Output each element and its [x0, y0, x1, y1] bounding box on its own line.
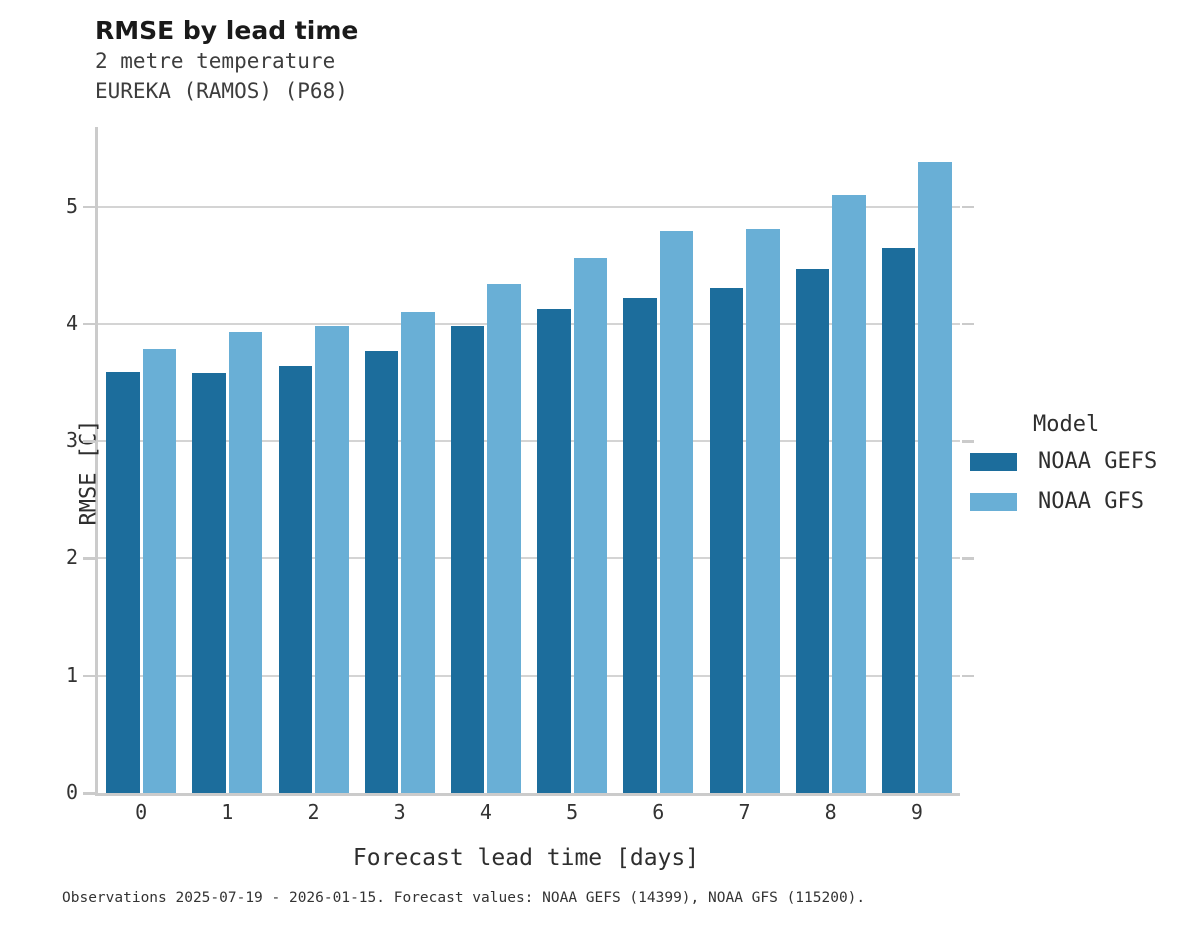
y-tick-label-3: 3: [65, 428, 78, 453]
y-tick-right-2: [962, 557, 974, 560]
gfs-swatch-icon: [970, 492, 1017, 511]
x-tick-label-3: 3: [393, 800, 406, 824]
y-tick-label-1: 1: [65, 662, 78, 687]
x-tick-label-2: 2: [307, 800, 320, 824]
y-tick-label-0: 0: [65, 780, 78, 804]
chart-title: RMSE by lead time: [95, 16, 359, 45]
y-tick-label-2: 2: [65, 545, 78, 570]
bar-noaa-gfs-lead-0: [142, 348, 177, 793]
legend-title: Model: [1033, 412, 1100, 437]
bar-noaa-gfs-lead-6: [659, 231, 694, 793]
y-tick-right-1: [962, 674, 974, 678]
legend-entry-gefs: NOAA GEFS: [970, 449, 1195, 474]
bar-noaa-gfs-lead-9: [918, 162, 952, 793]
x-tick-label-5: 5: [566, 800, 579, 824]
y-tick-5: [83, 205, 95, 209]
x-tick-label-9: 9: [910, 800, 923, 824]
bar-noaa-gefs-lead-0: [106, 372, 140, 793]
gridline-y3: [98, 440, 960, 443]
gridline-y1: [98, 674, 960, 677]
y-tick-2: [83, 557, 95, 560]
bar-noaa-gfs-lead-5: [573, 258, 608, 793]
bar-noaa-gfs-lead-1: [228, 332, 263, 793]
legend-label-gefs: NOAA GEFS: [1038, 449, 1158, 474]
bar-noaa-gefs-lead-8: [795, 268, 830, 793]
x-tick-label-7: 7: [738, 800, 751, 824]
y-axis-label: RMSE [C]: [76, 419, 102, 526]
legend-entry-gfs: NOAA GFS: [970, 489, 1195, 514]
bar-noaa-gfs-lead-8: [832, 195, 866, 793]
bar-noaa-gfs-lead-3: [401, 312, 435, 793]
y-tick-3: [83, 440, 95, 443]
y-tick-label-4: 4: [65, 310, 78, 335]
y-tick-4: [83, 322, 95, 326]
gridline-y2: [98, 557, 960, 560]
x-tick-label-4: 4: [479, 800, 492, 824]
legend-label-gfs: NOAA GFS: [1038, 489, 1144, 514]
gridline-y5: [98, 205, 960, 208]
bar-noaa-gefs-lead-9: [881, 247, 916, 793]
gefs-swatch-icon: [970, 452, 1017, 471]
caption: Observations 2025-07-19 - 2026-01-15. Fo…: [62, 890, 866, 906]
gridline-y4: [98, 322, 960, 325]
bar-noaa-gefs-lead-2: [278, 366, 312, 793]
x-tick-label-1: 1: [221, 800, 234, 824]
bar-noaa-gfs-lead-4: [487, 284, 521, 793]
y-tick-label-5: 5: [65, 193, 78, 218]
bar-noaa-gefs-lead-3: [364, 350, 399, 793]
bar-noaa-gefs-lead-7: [709, 287, 743, 793]
x-tick-label-8: 8: [824, 800, 837, 824]
bar-noaa-gefs-lead-5: [537, 308, 571, 793]
y-tick-right-5: [962, 205, 974, 209]
bar-noaa-gfs-lead-7: [746, 229, 780, 793]
y-tick-0: [83, 792, 95, 795]
x-tick-label-0: 0: [135, 800, 148, 824]
chart-header: RMSE by lead time 2 metre temperature EU…: [95, 16, 358, 106]
chart-subtitle-variable: 2 metre temperature: [95, 49, 336, 73]
y-tick-right-4: [962, 322, 974, 326]
bar-noaa-gefs-lead-1: [192, 373, 226, 793]
bar-noaa-gfs-lead-2: [315, 326, 349, 793]
x-tick-label-6: 6: [652, 800, 665, 824]
y-tick-1: [83, 674, 95, 678]
x-axis-label: Forecast lead time [days]: [352, 845, 700, 871]
bar-noaa-gefs-lead-6: [623, 298, 657, 793]
chart-subtitle-station: EUREKA (RAMOS) (P68): [95, 79, 348, 103]
y-tick-right-3: [962, 440, 974, 443]
bar-noaa-gefs-lead-4: [450, 326, 485, 793]
plot-area: 0 1 2 3 4 5 0 1 2 3 4 5 6 7 8 9: [66, 127, 974, 824]
legend: Model NOAA GEFS NOAA GFS: [970, 412, 1195, 529]
